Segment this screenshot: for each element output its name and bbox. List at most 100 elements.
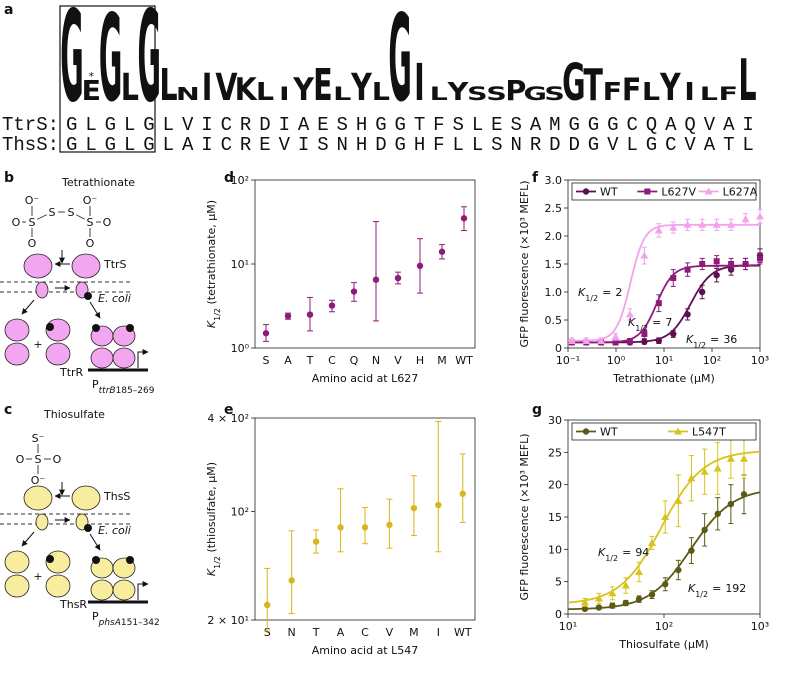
x-tick-label: 10⁰ xyxy=(607,354,626,367)
x-tick-label: H xyxy=(416,354,424,367)
marker xyxy=(648,591,656,598)
marker xyxy=(684,311,691,318)
relation: = xyxy=(602,286,611,299)
logo-letter: G xyxy=(99,0,122,129)
annotation: K1/2 = 2 xyxy=(578,286,622,303)
marker xyxy=(701,526,708,534)
atom: S xyxy=(68,206,75,219)
promoter-name: PphsA151–342 xyxy=(92,610,160,628)
sequence: GLGLGLAICREVISNHDGHFLLSNRDDGVLGCVATL xyxy=(66,134,754,156)
marker xyxy=(756,212,764,220)
fit-curve xyxy=(568,223,760,342)
x-tick-label: 10¹ xyxy=(559,620,577,633)
y-axis-label: GFP fluorescence (×10³ MEFL) xyxy=(518,180,531,347)
plot-frame xyxy=(254,417,476,621)
phosphate xyxy=(92,556,100,564)
phosphate xyxy=(126,324,134,332)
marker xyxy=(626,338,633,345)
marker xyxy=(641,338,648,346)
point xyxy=(284,312,292,320)
x-tick-label: A xyxy=(284,354,292,367)
x-axis-label: Amino acid at L627 xyxy=(312,372,419,385)
atom: O xyxy=(53,453,62,466)
symbol: K xyxy=(205,320,218,328)
y-tick-label: 0 xyxy=(555,608,562,621)
logo-letter: G xyxy=(523,83,546,105)
x-tick-label: 10¹ xyxy=(655,354,673,367)
x-tick-label: C xyxy=(361,626,369,639)
annotation-value: 94 xyxy=(635,546,649,559)
marker xyxy=(608,589,617,597)
bond xyxy=(76,214,85,220)
marker xyxy=(726,454,735,462)
protein xyxy=(4,574,30,598)
plus: + xyxy=(33,570,42,583)
marker xyxy=(727,500,735,508)
panel-label: g xyxy=(532,402,542,418)
relation: = xyxy=(622,546,631,559)
membrane-name: E. coli xyxy=(98,524,131,537)
x-axis-label: Thiosulfate (µM) xyxy=(618,638,709,651)
protein xyxy=(23,485,53,511)
logo-letter: I xyxy=(279,83,290,105)
chart: 0 5 10 15 20 25 30 10¹ 10² 10³ Thiosulfate (µM) GFP… xyxy=(518,414,769,651)
marker xyxy=(742,261,749,267)
marker xyxy=(609,602,616,609)
logo-letter: G xyxy=(388,0,411,129)
fit-curve xyxy=(568,264,760,344)
logo-letter: G xyxy=(60,0,83,130)
marker xyxy=(740,491,748,498)
logo-letter: S xyxy=(486,83,507,105)
logo-letter: F xyxy=(603,78,623,107)
logo-letter: Y xyxy=(659,65,681,109)
marker xyxy=(644,188,651,195)
legend-box xyxy=(571,182,757,201)
y-tick-label: 1.0 xyxy=(545,286,563,299)
membrane-name: E. coli xyxy=(98,292,131,305)
x-tick-label: S xyxy=(263,354,270,367)
protein xyxy=(71,253,101,279)
phosphate xyxy=(126,556,134,564)
logo-letter: L xyxy=(642,78,660,107)
symbol: K xyxy=(598,546,606,559)
marker xyxy=(655,337,663,344)
atom: O xyxy=(12,216,21,229)
phosphate xyxy=(46,323,54,331)
x-tick-label: 10⁻¹ xyxy=(556,354,580,367)
point xyxy=(350,288,358,295)
x-tick-label: V xyxy=(394,354,402,367)
marker xyxy=(713,258,720,265)
marker xyxy=(582,428,590,435)
subscript: 1/2 xyxy=(693,341,706,350)
x-tick-label: T xyxy=(306,354,314,367)
conservation-star: * xyxy=(89,70,95,83)
y-tick-label: 3.0 xyxy=(545,174,563,187)
logo-letter: G xyxy=(562,53,585,112)
panel-label: e xyxy=(224,402,234,418)
plot-frame xyxy=(254,179,476,349)
x-tick-label: WT xyxy=(454,626,472,639)
logo-letter: V xyxy=(215,65,237,109)
promoter-subscript: phsA xyxy=(98,618,121,628)
point xyxy=(386,521,393,529)
phosphate xyxy=(84,292,92,300)
sequence-name: TtrS: xyxy=(2,114,59,136)
subscript: 1/2 xyxy=(213,556,222,569)
x-tick-label: I xyxy=(437,626,440,639)
subscript: 1/2 xyxy=(585,294,598,303)
protein xyxy=(35,281,49,299)
marker xyxy=(661,513,670,520)
protein xyxy=(112,579,136,601)
x-tick-label: 10² xyxy=(703,354,721,367)
legend-label: L547T xyxy=(692,426,726,439)
sensor-name: TtrS xyxy=(103,258,127,271)
subscript: 1/2 xyxy=(635,324,648,333)
point xyxy=(328,302,336,309)
x-axis-label: Tetrathionate (µM) xyxy=(612,372,715,385)
subscript: 1/2 xyxy=(605,554,618,563)
logo-letter: F xyxy=(622,72,642,109)
y-tick-label: 30 xyxy=(548,414,562,427)
y-tick-label: 20 xyxy=(548,479,562,492)
annotation: K1/2 = 36 xyxy=(686,333,737,350)
marker xyxy=(757,255,763,262)
